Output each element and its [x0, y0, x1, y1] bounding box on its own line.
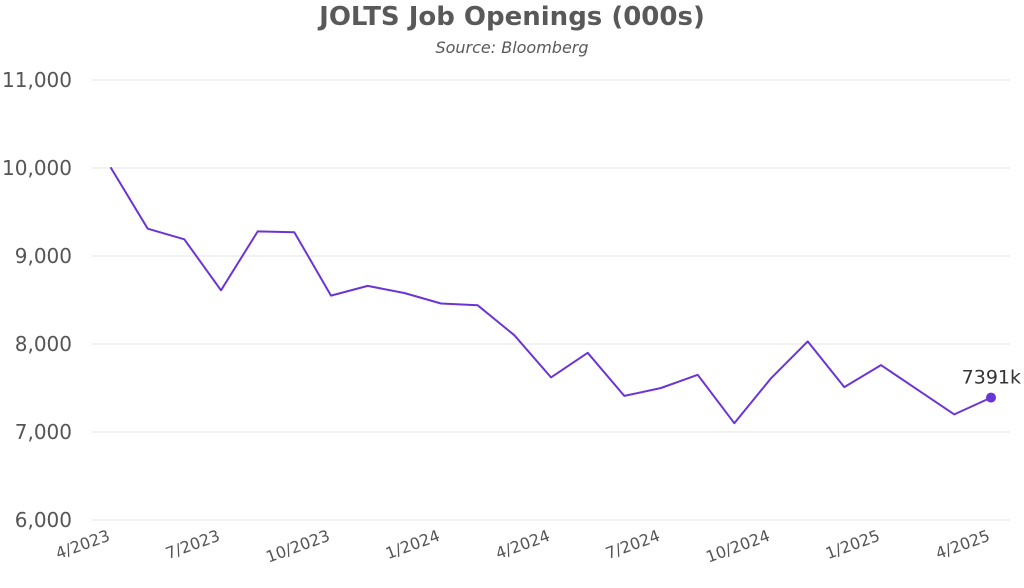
y-tick-label: 11,000: [2, 68, 72, 92]
x-tick-label: 4/2024: [493, 526, 552, 563]
chart-subtitle: Source: Bloomberg: [435, 38, 589, 57]
end-value-label: 7391k: [962, 367, 1021, 389]
x-tick-label: 10/2023: [263, 526, 332, 567]
chart-title: JOLTS Job Openings (000s): [319, 2, 705, 32]
y-tick-label: 9,000: [15, 244, 72, 268]
x-tick-label: 1/2025: [823, 526, 882, 563]
y-tick-label: 10,000: [2, 156, 72, 180]
y-tick-label: 6,000: [15, 508, 72, 532]
x-tick-label: 1/2024: [383, 526, 442, 563]
y-tick-label: 7,000: [15, 420, 72, 444]
y-tick-label: 8,000: [15, 332, 72, 356]
series-line: [110, 167, 992, 425]
x-tick-label: 7/2023: [163, 526, 222, 563]
x-tick-label: 10/2024: [703, 526, 772, 567]
x-tick-label: 4/2025: [933, 526, 992, 563]
x-tick-label: 7/2024: [603, 526, 662, 563]
end-point-marker: [986, 392, 996, 403]
